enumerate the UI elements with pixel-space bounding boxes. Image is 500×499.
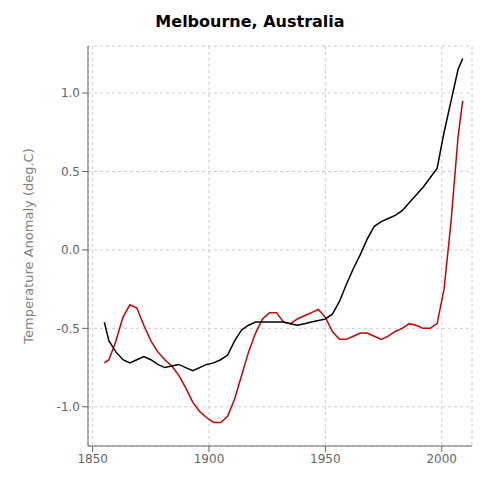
svg-text:0.0: 0.0 xyxy=(61,243,80,257)
svg-text:-1.0: -1.0 xyxy=(57,400,80,414)
svg-text:0.5: 0.5 xyxy=(61,165,80,179)
svg-text:1950: 1950 xyxy=(310,452,341,466)
html-text:Melbourne, Australia: Melbourne, Australia xyxy=(155,12,345,31)
svg-text:1900: 1900 xyxy=(194,452,225,466)
svg-text:2000: 2000 xyxy=(426,452,457,466)
svg-text:-0.5: -0.5 xyxy=(57,322,80,336)
svg-text:Temperature Anomaly (deg.C): Temperature Anomaly (deg.C) xyxy=(21,148,36,345)
svg-text:1850: 1850 xyxy=(77,452,108,466)
svg-text:1.0: 1.0 xyxy=(61,86,80,100)
